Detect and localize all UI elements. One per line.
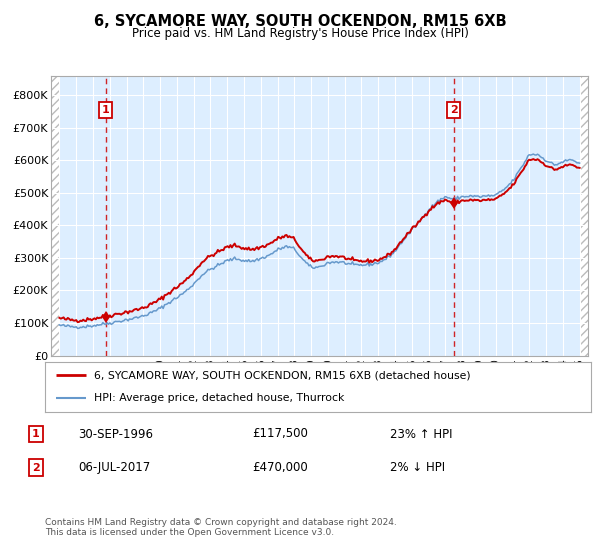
Text: Price paid vs. HM Land Registry's House Price Index (HPI): Price paid vs. HM Land Registry's House …: [131, 27, 469, 40]
Text: £470,000: £470,000: [252, 461, 308, 474]
Text: 1: 1: [32, 429, 40, 439]
Text: 30-SEP-1996: 30-SEP-1996: [78, 427, 153, 441]
Text: HPI: Average price, detached house, Thurrock: HPI: Average price, detached house, Thur…: [94, 393, 344, 403]
Polygon shape: [580, 76, 588, 356]
Text: 6, SYCAMORE WAY, SOUTH OCKENDON, RM15 6XB: 6, SYCAMORE WAY, SOUTH OCKENDON, RM15 6X…: [94, 14, 506, 29]
Polygon shape: [51, 76, 59, 356]
Text: 2% ↓ HPI: 2% ↓ HPI: [390, 461, 445, 474]
Text: 23% ↑ HPI: 23% ↑ HPI: [390, 427, 452, 441]
Text: 2: 2: [32, 463, 40, 473]
Text: Contains HM Land Registry data © Crown copyright and database right 2024.
This d: Contains HM Land Registry data © Crown c…: [45, 518, 397, 538]
Text: 2: 2: [450, 105, 458, 115]
Text: 06-JUL-2017: 06-JUL-2017: [78, 461, 150, 474]
Text: £117,500: £117,500: [252, 427, 308, 441]
Text: 6, SYCAMORE WAY, SOUTH OCKENDON, RM15 6XB (detached house): 6, SYCAMORE WAY, SOUTH OCKENDON, RM15 6X…: [94, 370, 471, 380]
Text: 1: 1: [101, 105, 109, 115]
